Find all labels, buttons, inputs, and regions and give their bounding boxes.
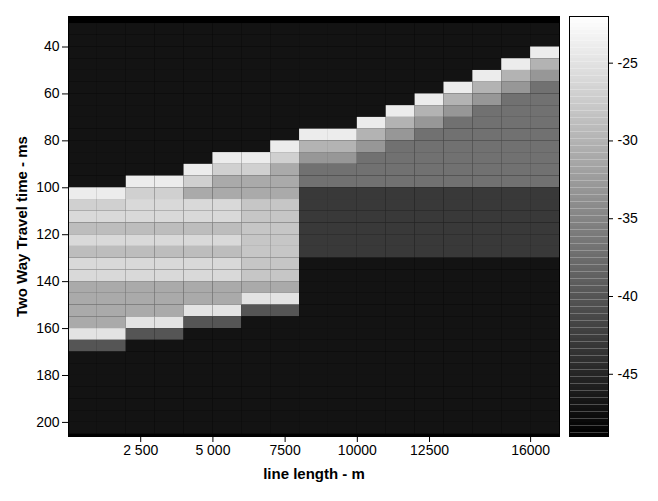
svg-text:line length - m: line length - m	[263, 465, 365, 482]
svg-text:5 000: 5 000	[195, 442, 230, 458]
svg-text:16000: 16000	[511, 442, 550, 458]
svg-text:120: 120	[36, 226, 60, 242]
svg-text:-45: -45	[618, 366, 638, 382]
svg-text:200: 200	[36, 414, 60, 430]
svg-text:-35: -35	[618, 210, 638, 226]
svg-text:180: 180	[36, 367, 60, 383]
svg-text:7500: 7500	[270, 442, 301, 458]
svg-text:60: 60	[44, 85, 60, 101]
svg-text:12500: 12500	[410, 442, 449, 458]
svg-text:-25: -25	[618, 55, 638, 71]
svg-text:140: 140	[36, 273, 60, 289]
svg-text:10000: 10000	[338, 442, 377, 458]
svg-text:2 500: 2 500	[123, 442, 158, 458]
svg-text:160: 160	[36, 320, 60, 336]
svg-text:100: 100	[36, 179, 60, 195]
svg-text:40: 40	[44, 38, 60, 54]
svg-text:80: 80	[44, 132, 60, 148]
svg-text:-30: -30	[618, 132, 638, 148]
svg-text:Two Way Travel time - ms: Two Way Travel time - ms	[13, 136, 30, 317]
svg-text:-40: -40	[618, 288, 638, 304]
